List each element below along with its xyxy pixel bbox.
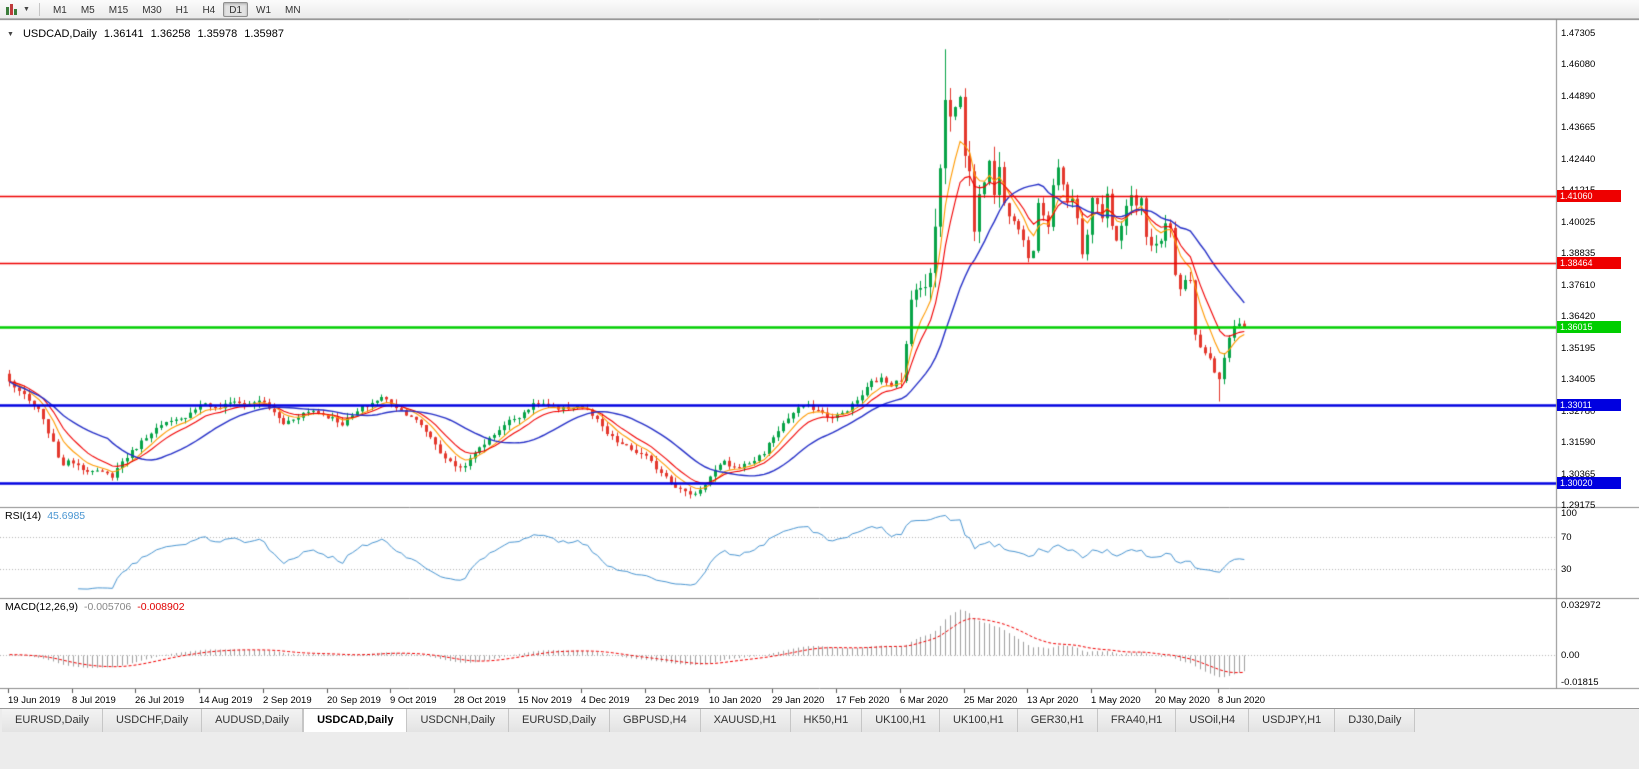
chart-tabs-bar: EURUSD,Daily USDCHF,Daily AUDUSD,Daily USDC… — [0, 708, 1639, 732]
chart-canvas[interactable] — [0, 19, 1639, 708]
date-axis-label: 20 May 2020 — [1155, 695, 1210, 706]
date-axis-label: 1 May 2020 — [1091, 695, 1141, 706]
timeframe-D1-button[interactable]: D1 — [223, 1, 249, 17]
date-axis-label: 10 Jan 2020 — [709, 695, 762, 706]
price-tag-green: 1.36015 — [1557, 321, 1621, 333]
chart-tab-EURUSD-Daily[interactable]: EURUSD,Daily — [509, 709, 610, 732]
top-toolbar: ▼ M1 M5 M15 M30 H1 H4 D1 W1 MN — [0, 0, 1639, 19]
chart-tab-HK50-H1[interactable]: HK50,H1 — [790, 709, 863, 732]
price-axis-label: 1.42440 — [1561, 154, 1596, 165]
chart-tab-GER30-H1[interactable]: GER30,H1 — [1017, 709, 1098, 732]
date-axis-label: 20 Sep 2019 — [327, 695, 381, 706]
date-axis-label: 6 Mar 2020 — [900, 695, 949, 706]
chart-tab-UK100-H1[interactable]: UK100,H1 — [939, 709, 1018, 732]
chart-type-dropdown-caret[interactable]: ▼ — [23, 5, 30, 13]
bottom-strip — [0, 732, 1639, 769]
price-axis-label: 1.34005 — [1561, 374, 1596, 385]
chart-tab-GBPUSD-H4[interactable]: GBPUSD,H4 — [610, 709, 701, 732]
macd-indicator-name: MACD(12,26,9) — [5, 601, 78, 613]
date-axis-label: 8 Jul 2019 — [72, 695, 116, 706]
price-tag-blue: 1.33011 — [1557, 399, 1621, 411]
rsi-panel-title: RSI(14) 45.6985 — [5, 510, 85, 522]
date-axis-label: 8 Jun 2020 — [1218, 695, 1266, 706]
date-axis-label: 23 Dec 2019 — [645, 695, 699, 706]
rsi-axis-label: 30 — [1561, 564, 1572, 575]
price-axis-label: 1.30365 — [1561, 469, 1596, 480]
ohlc-low: 1.35978 — [197, 28, 238, 40]
candlestick-chart-icon[interactable] — [6, 3, 17, 15]
price-axis-label: 1.44890 — [1561, 91, 1596, 102]
date-axis-label: 26 Jul 2019 — [135, 695, 185, 706]
timeframe-M1-button[interactable]: M1 — [52, 4, 67, 16]
timeframe-W1-button[interactable]: W1 — [256, 4, 272, 16]
rsi-current-value: 45.6985 — [47, 510, 86, 522]
chart-tab-USDJPY-H1[interactable]: USDJPY,H1 — [1249, 709, 1336, 732]
date-axis-label: 15 Nov 2019 — [518, 695, 572, 706]
date-axis-label: 13 Apr 2020 — [1027, 695, 1079, 706]
chart-window: ▼ USDCAD,Daily 1.36141 1.36258 1.35978 1… — [0, 19, 1639, 708]
date-axis-label: 14 Aug 2019 — [199, 695, 253, 706]
macd-panel-title: MACD(12,26,9) -0.005706 -0.008902 — [5, 601, 185, 613]
date-axis-label: 28 Oct 2019 — [454, 695, 506, 706]
chart-tab-FRA40-H1[interactable]: FRA40,H1 — [1097, 709, 1177, 732]
timeframe-buttons: M1 M5 M15 M30 H1 H4 D1 W1 MN — [47, 1, 307, 17]
price-tag-blue: 1.30020 — [1557, 477, 1621, 489]
date-axis-label: 9 Oct 2019 — [390, 695, 437, 706]
price-axis-label: 1.43665 — [1561, 122, 1596, 133]
date-axis-label: 25 Mar 2020 — [964, 695, 1018, 706]
chart-tab-USOil-H4[interactable]: USOil,H4 — [1176, 709, 1250, 732]
rsi-indicator-name: RSI(14) — [5, 510, 42, 522]
price-tag-red: 1.38464 — [1557, 257, 1621, 269]
macd-axis-label: 0.00 — [1561, 650, 1580, 661]
chart-tab-USDCNH-Daily[interactable]: USDCNH,Daily — [407, 709, 510, 732]
date-axis-label: 17 Feb 2020 — [836, 695, 890, 706]
date-axis-label: 19 Jun 2019 — [8, 695, 61, 706]
price-axis-label: 1.37610 — [1561, 280, 1596, 291]
chart-tab-USDCHF-Daily[interactable]: USDCHF,Daily — [102, 709, 203, 732]
toolbar-separator — [38, 2, 40, 16]
price-tag-red: 1.41060 — [1557, 190, 1621, 202]
date-axis-label: 29 Jan 2020 — [772, 695, 825, 706]
ohlc-close: 1.35987 — [244, 28, 284, 40]
rsi-axis-label: 100 — [1561, 508, 1577, 519]
price-axis-label: 1.40025 — [1561, 217, 1596, 228]
timeframe-MN-button[interactable]: MN — [285, 4, 301, 16]
chart-tab-EURUSD-Daily[interactable]: EURUSD,Daily — [2, 709, 103, 732]
chart-symbol-period: USDCAD,Daily — [22, 28, 97, 40]
timeframe-M15-button[interactable]: M15 — [108, 4, 129, 16]
price-axis-label: 1.31590 — [1561, 437, 1596, 448]
chart-tab-AUDUSD-Daily[interactable]: AUDUSD,Daily — [202, 709, 304, 732]
timeframe-M30-button[interactable]: M30 — [142, 4, 162, 16]
timeframe-M5-button[interactable]: M5 — [80, 4, 95, 16]
ohlc-high: 1.36258 — [150, 28, 191, 40]
chart-tab-XAUUSD-H1[interactable]: XAUUSD,H1 — [700, 709, 791, 732]
price-axis-label: 1.47305 — [1561, 28, 1596, 39]
chart-tab-DJ30-Daily[interactable]: DJ30,Daily — [1335, 709, 1416, 732]
rsi-axis-label: 70 — [1561, 532, 1572, 543]
symbol-dropdown-caret[interactable]: ▼ — [7, 30, 14, 38]
price-axis-label: 1.29175 — [1561, 500, 1596, 511]
macd-axis-label: -0.01815 — [1561, 677, 1599, 688]
macd-current-value: -0.005706 — [83, 601, 132, 613]
price-axis-label: 1.35195 — [1561, 343, 1596, 354]
price-axis-label: 1.32780 — [1561, 406, 1596, 417]
date-axis-label: 4 Dec 2019 — [581, 695, 630, 706]
macd-signal-value: -0.008902 — [137, 601, 185, 613]
date-axis-label: 2 Sep 2019 — [263, 695, 312, 706]
timeframe-H4-button[interactable]: H4 — [202, 4, 216, 16]
price-axis-label: 1.36420 — [1561, 311, 1596, 322]
chart-tab-UK100-H1[interactable]: UK100,H1 — [862, 709, 940, 732]
timeframe-H1-button[interactable]: H1 — [175, 4, 189, 16]
price-axis-label: 1.46080 — [1561, 59, 1596, 70]
chart-tab-USDCAD-Daily[interactable]: USDCAD,Daily — [303, 709, 408, 732]
ohlc-open: 1.36141 — [103, 28, 144, 40]
price-axis-label: 1.38835 — [1561, 248, 1596, 259]
chart-ohlc-title: ▼ USDCAD,Daily 1.36141 1.36258 1.35978 1… — [5, 28, 284, 40]
macd-axis-label: 0.032972 — [1561, 600, 1601, 611]
